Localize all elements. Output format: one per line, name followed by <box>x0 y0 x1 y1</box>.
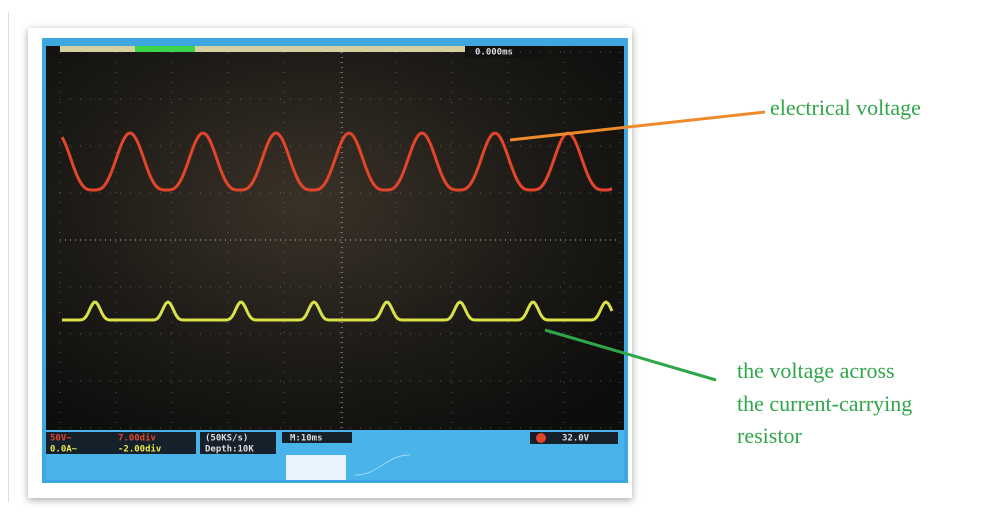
left-border <box>8 12 9 502</box>
voltage-label: electrical voltage <box>770 95 921 120</box>
timebase: M:10ms <box>290 434 323 444</box>
depth: Depth:10K <box>205 445 254 455</box>
ch2-position: -2.00div <box>118 444 162 455</box>
trigger-level: 32.0V <box>562 434 590 444</box>
menu-tab <box>286 455 346 480</box>
ch1-scale: 50V~ <box>50 434 72 444</box>
resistor-label-line: the current-carrying <box>737 391 912 416</box>
resistor-label-line: resistor <box>737 423 802 448</box>
page: 0.000ms 50V~ 7.00div 0.0A~ -2.00div (50K… <box>0 0 1001 515</box>
ch2-scale: 0.0A~ <box>50 445 78 455</box>
figure: 0.000ms 50V~ 7.00div 0.0A~ -2.00div (50K… <box>0 0 1001 515</box>
scope-screen <box>46 46 624 436</box>
trigger-dot <box>536 433 546 443</box>
resistor-label-line: the voltage across <box>737 358 895 383</box>
ch1-position: 7.00div <box>118 433 157 444</box>
sample-rate: (50KS/s) <box>205 434 248 444</box>
top-bar-green <box>135 46 195 52</box>
